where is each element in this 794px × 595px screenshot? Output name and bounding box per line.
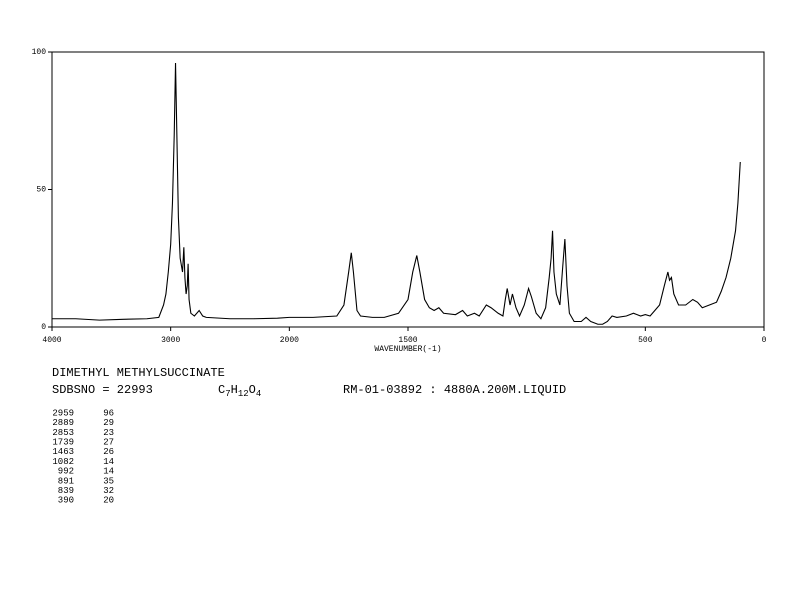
peak-intensity: 27 bbox=[103, 437, 114, 447]
x-tick-label: 4000 bbox=[42, 336, 61, 345]
peak-intensity: 32 bbox=[103, 486, 114, 496]
plot-frame bbox=[51, 51, 765, 328]
y-tick-label: 0 bbox=[41, 323, 46, 332]
peak-wavenumber: 2853 bbox=[52, 428, 74, 438]
formula: C7H12O4 bbox=[218, 383, 261, 399]
x-tick-label: 3000 bbox=[161, 336, 180, 345]
peak-wavenumber: 390 bbox=[58, 496, 74, 506]
spectrum-line bbox=[52, 62, 741, 325]
peak-wavenumber: 992 bbox=[58, 467, 74, 477]
peak-intensity: 20 bbox=[103, 496, 114, 506]
x-tick-label: 0 bbox=[762, 336, 767, 345]
peak-wavenumber: 839 bbox=[58, 486, 74, 496]
formula-subscript: 4 bbox=[256, 389, 261, 399]
peak-intensity: 23 bbox=[103, 428, 114, 438]
peak-intensity: 14 bbox=[103, 467, 114, 477]
conditions: RM-01-03892 : 4880A.200M.LIQUID bbox=[343, 383, 566, 397]
y-tick-label: 50 bbox=[36, 186, 46, 195]
formula-subscript: 12 bbox=[238, 389, 249, 399]
formula-element: C bbox=[218, 383, 225, 397]
sdbs-number: SDBSNO = 22993 bbox=[52, 383, 153, 397]
peak-intensity: 14 bbox=[103, 457, 114, 467]
peak-wavenumber: 2959 bbox=[52, 408, 74, 418]
peak-wavenumber: 2889 bbox=[52, 418, 74, 428]
peak-intensity: 35 bbox=[103, 476, 114, 486]
formula-element: O bbox=[249, 383, 256, 397]
y-tick-label: 100 bbox=[32, 48, 47, 57]
formula-subscript: 7 bbox=[225, 389, 230, 399]
x-axis-label: WAVENUMBER(-1) bbox=[374, 345, 441, 354]
peak-wavenumber: 891 bbox=[58, 476, 74, 486]
x-tick-label: 500 bbox=[638, 336, 653, 345]
peak-wavenumber: 1739 bbox=[52, 437, 74, 447]
peak-wavenumber: 1463 bbox=[52, 447, 74, 457]
peak-intensity: 26 bbox=[103, 447, 114, 457]
peak-intensity: 96 bbox=[103, 408, 114, 418]
peak-intensity: 29 bbox=[103, 418, 114, 428]
x-tick-label: 1500 bbox=[398, 336, 417, 345]
x-tick-label: 2000 bbox=[280, 336, 299, 345]
compound-name: DIMETHYL METHYLSUCCINATE bbox=[52, 366, 225, 380]
peak-wavenumber: 1082 bbox=[52, 457, 74, 467]
formula-element: H bbox=[231, 383, 238, 397]
